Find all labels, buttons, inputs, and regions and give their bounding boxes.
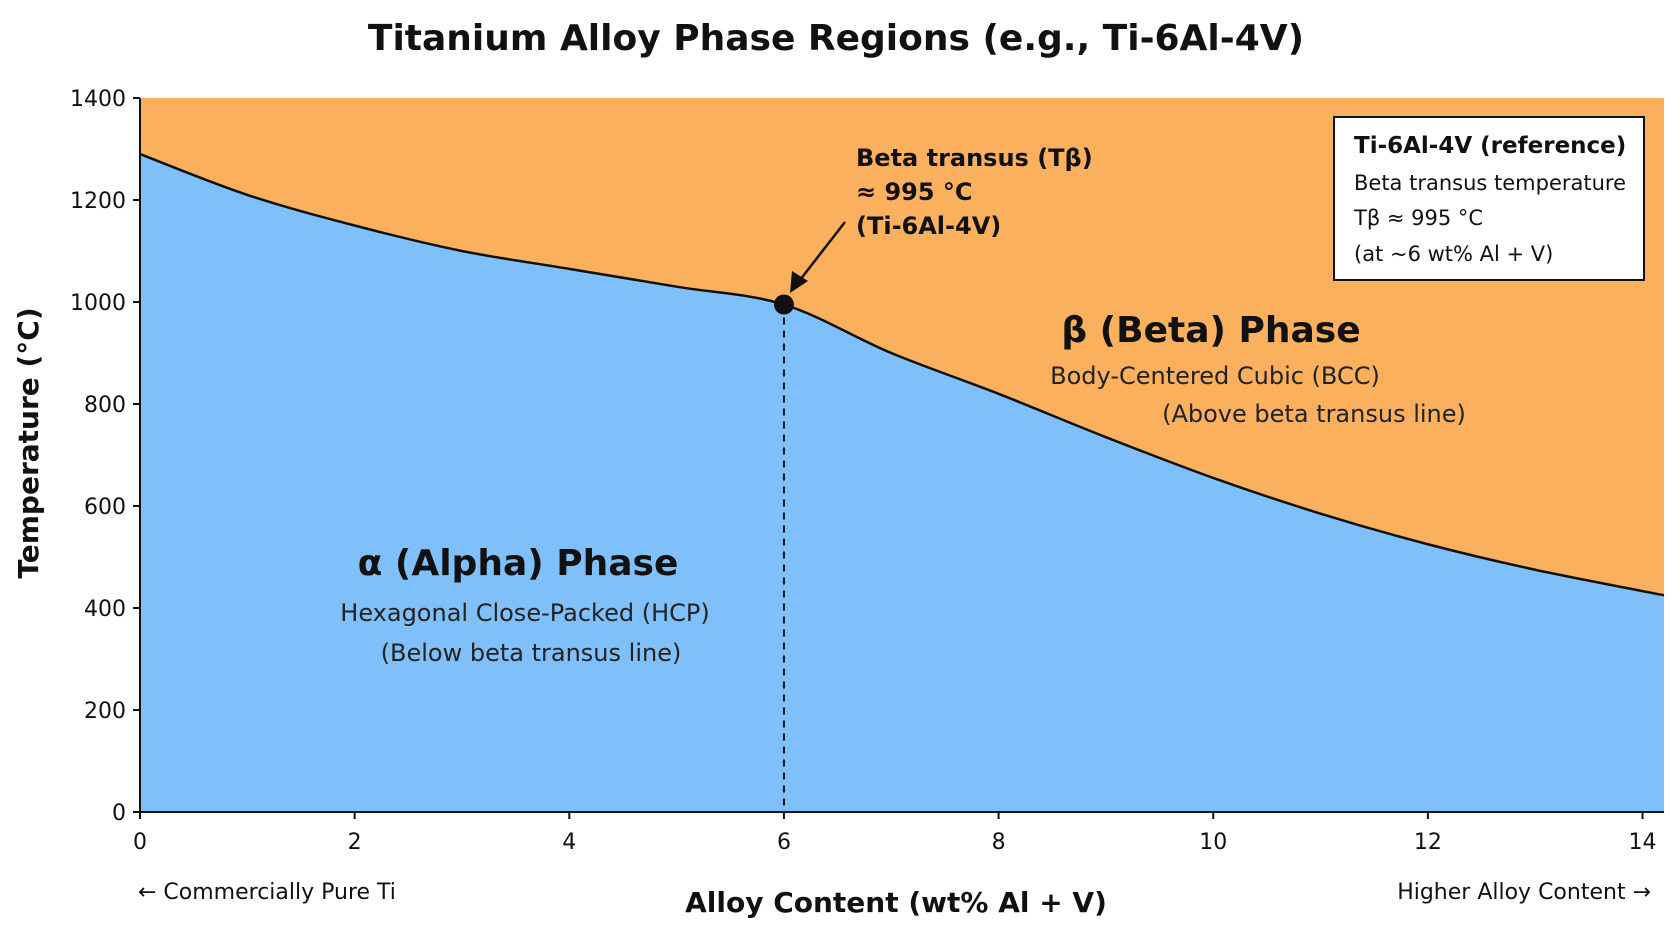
x-right-end-label: Higher Alloy Content → (1397, 880, 1651, 905)
beta-transus-line (139, 152, 1665, 597)
y-tick-label: 600 (84, 495, 126, 520)
annotation-line-2: ≈ 995 °C (856, 178, 973, 206)
annotation-arrow-shaft (799, 221, 846, 281)
y-tick-label: 1400 (70, 87, 126, 112)
x-tick-label: 8 (992, 830, 1006, 855)
x-tick-label: 6 (777, 830, 791, 855)
beta-phase-structure: Body-Centered Cubic (BCC) (1050, 362, 1380, 390)
alpha-phase-structure: Hexagonal Close-Packed (HCP) (340, 599, 709, 627)
y-tick-label: 1000 (70, 291, 126, 316)
reference-box-line-3: (at ~6 wt% Al + V) (1354, 242, 1553, 266)
x-tick-label: 4 (562, 830, 576, 855)
annotation-line-1: Beta transus (Tβ) (856, 144, 1093, 172)
beta-transus-marker (773, 294, 794, 315)
y-tick-label: 400 (84, 597, 126, 622)
x-tick-label: 10 (1199, 830, 1227, 855)
y-tick-label: 0 (112, 801, 126, 826)
y-tick-label: 800 (84, 393, 126, 418)
y-tick-label: 1200 (70, 189, 126, 214)
reference-box-line-2: Tβ ≈ 995 °C (1353, 206, 1483, 230)
x-ticks: 0 2 4 6 8 10 12 14 (133, 812, 1657, 855)
annotation-arrow-head (790, 271, 808, 293)
chart-title: Titanium Alloy Phase Regions (e.g., Ti-6… (368, 18, 1304, 59)
x-tick-label: 12 (1414, 830, 1442, 855)
x-tick-label: 0 (133, 830, 147, 855)
reference-box-line-1: Beta transus temperature (1354, 171, 1626, 195)
reference-box-title: Ti-6Al-4V (reference) (1354, 133, 1626, 159)
annotation-line-3: (Ti-6Al-4V) (856, 212, 1001, 240)
y-tick-label: 200 (84, 699, 126, 724)
alpha-region (140, 154, 1664, 813)
reference-box (1333, 116, 1645, 281)
x-tick-label: 14 (1629, 830, 1657, 855)
alpha-phase-note: (Below beta transus line) (381, 639, 682, 667)
beta-phase-note: (Above beta transus line) (1162, 400, 1466, 428)
x-left-end-label: ← Commercially Pure Ti (138, 880, 396, 905)
x-axis-label: Alloy Content (wt% Al + V) (685, 886, 1107, 919)
y-axis-label: Temperature (°C) (12, 307, 45, 578)
beta-phase-label: β (Beta) Phase (1061, 310, 1360, 351)
y-ticks: 0 200 400 600 800 1000 1200 1400 (70, 87, 140, 826)
alpha-phase-label: α (Alpha) Phase (358, 543, 679, 584)
x-tick-label: 2 (348, 830, 362, 855)
